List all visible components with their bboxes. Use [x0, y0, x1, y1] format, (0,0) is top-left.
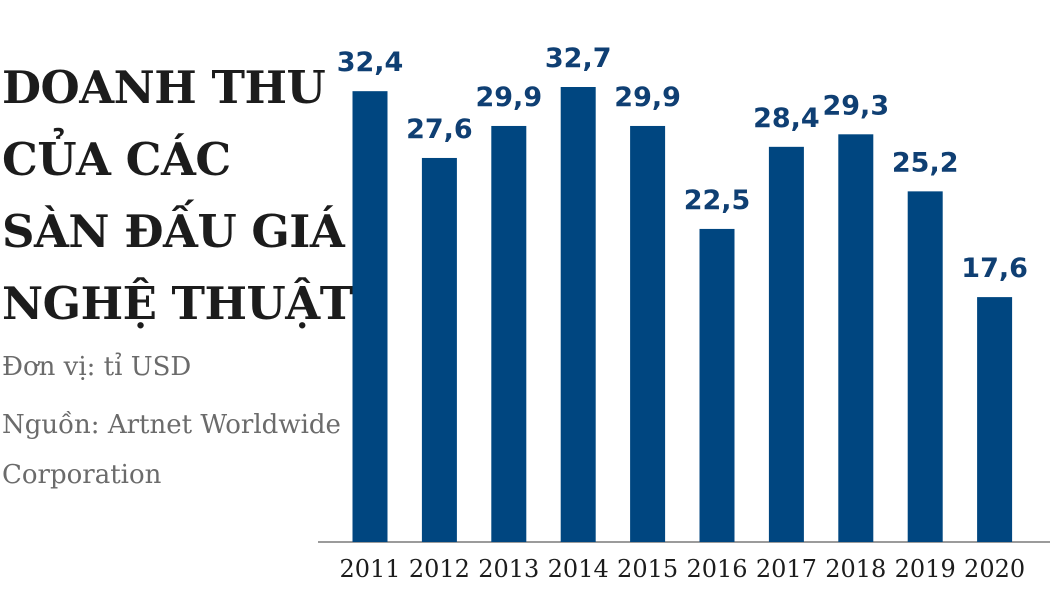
bar-2011 — [352, 91, 388, 542]
bar-2014 — [560, 87, 596, 542]
value-label-2018: 29,3 — [822, 90, 889, 121]
x-tick-label-2015: 2015 — [617, 555, 678, 583]
x-tick-label-2020: 2020 — [964, 555, 1025, 583]
bar-2020 — [977, 297, 1013, 542]
x-tick-label-2011: 2011 — [339, 555, 400, 583]
value-label-2019: 25,2 — [892, 147, 959, 178]
value-label-2014: 32,7 — [545, 43, 612, 74]
source-note: Nguồn: Artnet Worldwide Corporation — [2, 410, 341, 490]
bar-2019 — [907, 191, 943, 543]
title-line-3: SÀN ĐẤU GIÁ — [2, 205, 345, 258]
x-tick-label-2017: 2017 — [756, 555, 817, 583]
unit-note: Đơn vị: tỉ USD — [2, 352, 192, 382]
x-tick-label-2012: 2012 — [409, 555, 470, 583]
chart-title: DOANH THU CỦA CÁC SÀN ĐẤU GIÁ NGHỆ THUẬT — [2, 52, 353, 340]
title-line-2: CỦA CÁC — [2, 133, 231, 186]
x-tick-label-2013: 2013 — [478, 555, 539, 583]
value-label-2011: 32,4 — [337, 47, 404, 78]
x-tick-label-2016: 2016 — [686, 555, 747, 583]
value-label-2013: 29,9 — [475, 82, 542, 113]
x-tick-label-2019: 2019 — [895, 555, 956, 583]
bar-2013 — [491, 125, 527, 543]
x-tick-label-2014: 2014 — [548, 555, 609, 583]
title-line-4: NGHỆ THUẬT — [2, 277, 353, 330]
bar-2018 — [838, 134, 874, 542]
value-label-2020: 17,6 — [961, 253, 1028, 284]
value-label-2016: 22,5 — [684, 185, 751, 216]
bar-2015 — [630, 125, 666, 543]
value-label-2012: 27,6 — [406, 114, 473, 145]
bar-2012 — [421, 157, 457, 542]
x-tick-label-2018: 2018 — [825, 555, 886, 583]
value-label-2015: 29,9 — [614, 82, 681, 113]
bar-2016 — [699, 228, 735, 542]
value-label-2017: 28,4 — [753, 103, 820, 134]
title-line-1: DOANH THU — [2, 61, 326, 114]
bar-2017 — [768, 146, 804, 543]
